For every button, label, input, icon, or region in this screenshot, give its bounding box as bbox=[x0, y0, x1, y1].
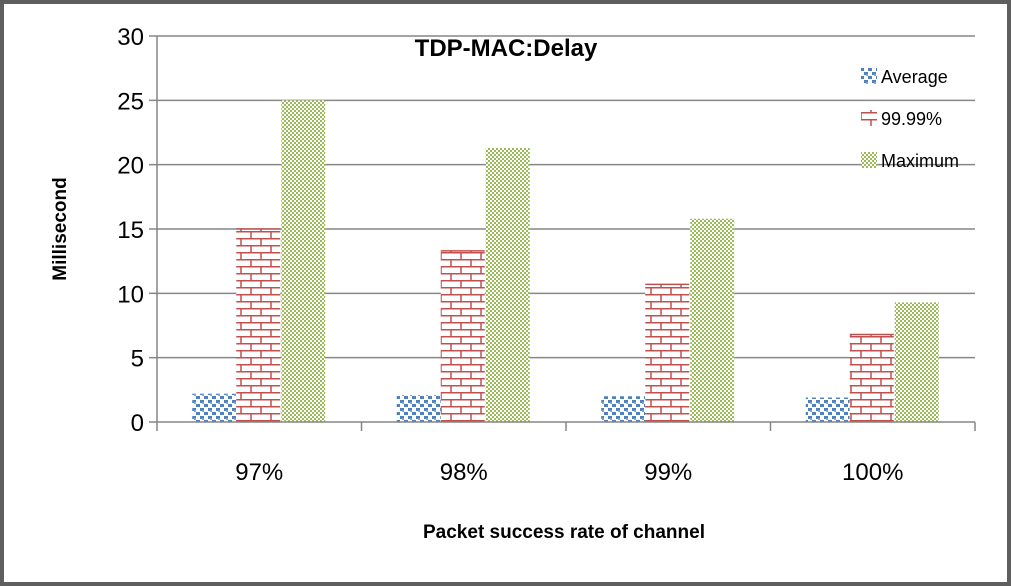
chart-title: TDP-MAC:Delay bbox=[415, 35, 598, 62]
bar-average-100pct bbox=[805, 397, 850, 422]
x-category-label: 97% bbox=[235, 459, 283, 486]
bar-average-99pct bbox=[601, 396, 646, 422]
legend-label: Average bbox=[881, 67, 948, 87]
y-tick-label: 10 bbox=[117, 281, 144, 308]
legend-swatch bbox=[861, 110, 877, 126]
y-tick-label: 20 bbox=[117, 153, 144, 180]
x-category-label: 99% bbox=[644, 459, 692, 486]
bar-maximum-98pct bbox=[485, 147, 530, 422]
y-tick-label: 15 bbox=[117, 217, 144, 244]
legend-entry: 99.99% bbox=[861, 109, 942, 129]
bar-99-99--98pct bbox=[440, 250, 485, 422]
labels: 0 5 10 15 20 25 30 97% 98% 99% 100% bbox=[117, 24, 903, 486]
bar-99-99--99pct bbox=[645, 284, 690, 422]
x-category-label: 100% bbox=[842, 459, 903, 486]
y-tick-label: 25 bbox=[117, 88, 144, 115]
y-axis-title: Millisecond bbox=[50, 177, 71, 280]
y-tick-label: 5 bbox=[131, 346, 144, 373]
legend-label: 99.99% bbox=[881, 109, 942, 129]
legend-label: Maximum bbox=[881, 151, 959, 171]
bar-maximum-100pct bbox=[894, 302, 939, 422]
bar-maximum-97pct bbox=[281, 100, 326, 422]
x-category-label: 98% bbox=[440, 459, 488, 486]
legend-entry: Maximum bbox=[861, 151, 959, 171]
bar-maximum-99pct bbox=[690, 218, 735, 422]
bar-99-99--97pct bbox=[236, 229, 281, 422]
y-tick-label: 0 bbox=[131, 410, 144, 437]
bar-average-97pct bbox=[192, 393, 237, 422]
y-tick-label: 30 bbox=[117, 24, 144, 51]
bar-average-98pct bbox=[396, 394, 441, 422]
axes bbox=[149, 35, 976, 431]
legend-swatch bbox=[861, 68, 877, 84]
legend-entry: Average bbox=[861, 67, 948, 87]
x-axis-title: Packet success rate of channel bbox=[423, 522, 705, 543]
legend: Average 99.99% Maximum bbox=[861, 67, 959, 171]
legend-swatch bbox=[861, 152, 877, 168]
bar-99-99--100pct bbox=[849, 334, 894, 422]
bars bbox=[192, 100, 939, 422]
